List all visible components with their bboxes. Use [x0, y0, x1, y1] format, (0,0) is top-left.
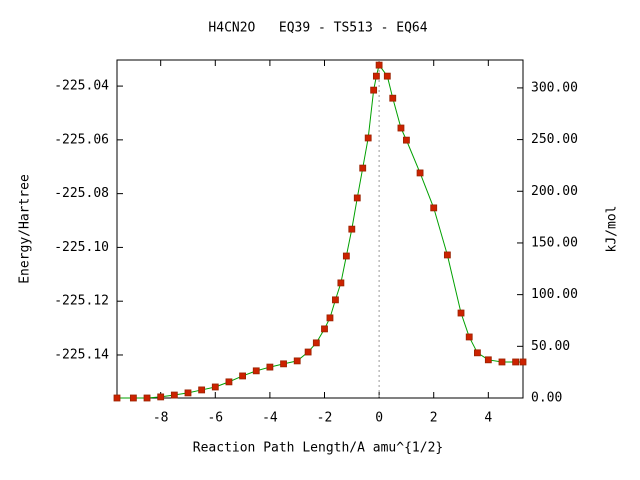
y2-tick-label: 150.00: [531, 235, 578, 250]
y-tick-label: -225.14: [54, 347, 109, 362]
point: [375, 61, 383, 69]
point: [337, 279, 345, 287]
point: [389, 94, 397, 102]
y2-tick-label: 300.00: [531, 80, 578, 95]
point: [332, 296, 339, 304]
point: [225, 378, 233, 386]
x-tick-label: 4: [484, 411, 492, 426]
y2-tick-label: 200.00: [531, 184, 578, 199]
point: [170, 391, 178, 399]
y-tick-label: -225.08: [54, 186, 109, 201]
x-tick-label: -8: [153, 411, 169, 426]
plot-frame: [116, 59, 524, 399]
point: [280, 360, 287, 368]
chart-title: H4CN2O EQ39 - TS513 - EQ64: [208, 21, 427, 36]
point: [211, 383, 219, 391]
point: [397, 124, 405, 132]
y-tick-label: -225.10: [54, 240, 109, 255]
point: [512, 358, 520, 366]
point: [443, 251, 451, 259]
point: [474, 349, 481, 357]
y2-tick-label: 250.00: [531, 132, 578, 147]
point: [370, 86, 378, 94]
point: [293, 357, 301, 365]
point: [359, 164, 367, 172]
point: [498, 358, 506, 366]
point: [239, 372, 246, 380]
y-tick-label: -225.04: [54, 79, 109, 94]
point: [252, 367, 260, 375]
point: [519, 358, 527, 366]
point: [348, 225, 356, 233]
point: [353, 194, 361, 202]
point: [129, 394, 137, 402]
x-tick-label: 2: [430, 411, 438, 426]
point: [304, 348, 312, 356]
y2-tick-label: 50.00: [531, 339, 570, 354]
point: [430, 204, 438, 212]
x-tick-label: -6: [207, 411, 223, 426]
point: [184, 389, 192, 397]
x-tick-label: 0: [375, 411, 383, 426]
point: [157, 393, 165, 401]
y-tick-label: -225.12: [54, 294, 109, 309]
y2-tick-label: 100.00: [531, 287, 578, 302]
point: [465, 333, 473, 341]
point: [113, 394, 121, 402]
point: [266, 363, 274, 371]
point: [342, 252, 350, 260]
point: [198, 386, 206, 394]
point: [312, 339, 320, 347]
point: [403, 136, 410, 144]
y2-axis-label: kJ/mol: [605, 206, 620, 253]
x-tick-label: -2: [317, 411, 333, 426]
point: [321, 325, 328, 333]
point: [372, 72, 380, 80]
point: [484, 356, 492, 364]
x-axis-label: Reaction Path Length/A amu^{1/2}: [193, 441, 443, 456]
point: [326, 314, 334, 322]
x-tick-label: -4: [262, 411, 278, 426]
y2-tick-label: 0.00: [531, 391, 562, 406]
point: [364, 134, 372, 142]
y-tick-label: -225.06: [54, 132, 109, 147]
y-axis-label: Energy/Hartree: [18, 174, 33, 284]
point: [416, 169, 424, 177]
point: [383, 72, 391, 80]
point: [143, 394, 151, 402]
point: [457, 309, 465, 317]
series-line: [117, 63, 523, 399]
